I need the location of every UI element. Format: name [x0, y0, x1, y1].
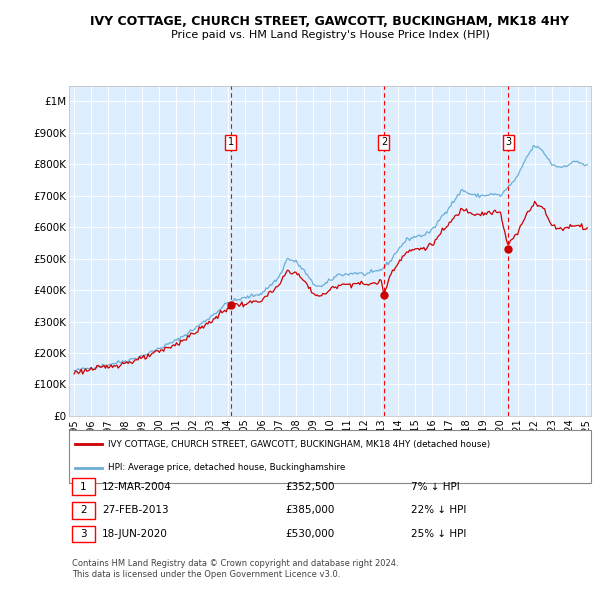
Text: 2: 2	[80, 506, 87, 515]
Text: 7% ↓ HPI: 7% ↓ HPI	[411, 482, 460, 491]
Text: £352,500: £352,500	[285, 482, 335, 491]
Text: HPI: Average price, detached house, Buckinghamshire: HPI: Average price, detached house, Buck…	[108, 463, 345, 472]
Text: 25% ↓ HPI: 25% ↓ HPI	[411, 529, 466, 539]
Text: 1: 1	[228, 137, 234, 147]
Text: £385,000: £385,000	[285, 506, 334, 515]
Text: 3: 3	[80, 529, 87, 539]
Text: £530,000: £530,000	[285, 529, 334, 539]
Text: 18-JUN-2020: 18-JUN-2020	[102, 529, 168, 539]
Text: Price paid vs. HM Land Registry's House Price Index (HPI): Price paid vs. HM Land Registry's House …	[170, 30, 490, 40]
Text: 1: 1	[80, 482, 87, 491]
Text: 3: 3	[505, 137, 511, 147]
Text: 12-MAR-2004: 12-MAR-2004	[102, 482, 172, 491]
Text: IVY COTTAGE, CHURCH STREET, GAWCOTT, BUCKINGHAM, MK18 4HY (detached house): IVY COTTAGE, CHURCH STREET, GAWCOTT, BUC…	[108, 440, 490, 449]
Text: 2: 2	[381, 137, 387, 147]
Text: 22% ↓ HPI: 22% ↓ HPI	[411, 506, 466, 515]
Text: IVY COTTAGE, CHURCH STREET, GAWCOTT, BUCKINGHAM, MK18 4HY: IVY COTTAGE, CHURCH STREET, GAWCOTT, BUC…	[91, 15, 569, 28]
Text: 27-FEB-2013: 27-FEB-2013	[102, 506, 169, 515]
Text: Contains HM Land Registry data © Crown copyright and database right 2024.
This d: Contains HM Land Registry data © Crown c…	[72, 559, 398, 579]
